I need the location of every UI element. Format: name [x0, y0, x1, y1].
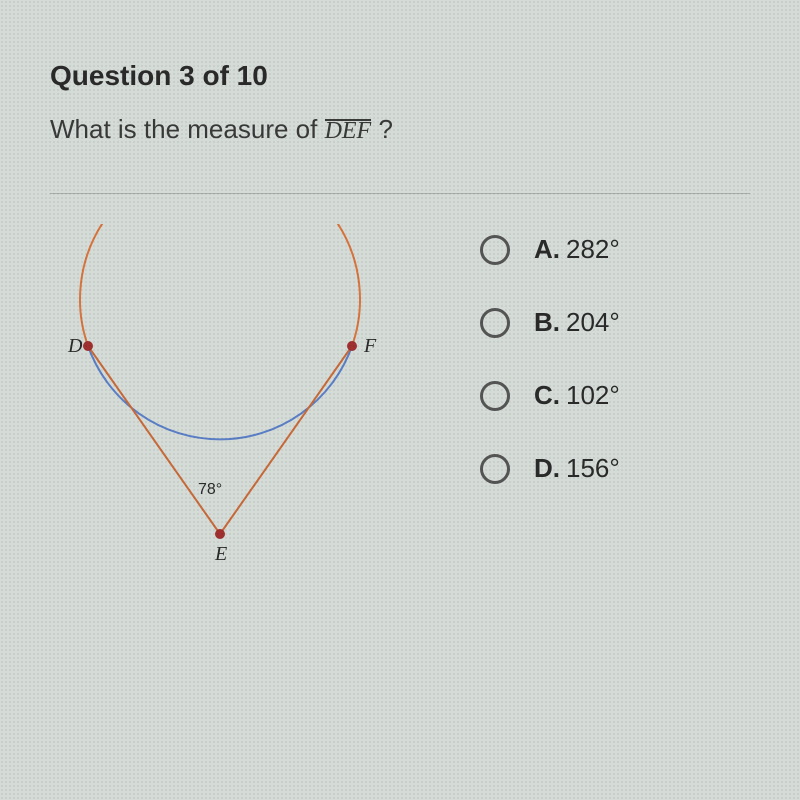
svg-text:D: D: [67, 335, 83, 357]
question-prompt: What is the measure of DEF ?: [50, 114, 750, 145]
option-a[interactable]: A. 282°: [480, 234, 620, 265]
option-d[interactable]: D. 156°: [480, 453, 620, 484]
option-letter: A.: [534, 234, 560, 265]
divider: [50, 193, 750, 194]
radio-b[interactable]: [480, 308, 510, 338]
option-value: 204°: [566, 307, 620, 338]
option-b[interactable]: B. 204°: [480, 307, 620, 338]
svg-text:78°: 78°: [198, 481, 222, 498]
question-number: Question 3 of 10: [50, 60, 750, 92]
svg-text:E: E: [214, 543, 227, 564]
prompt-prefix: What is the measure of: [50, 114, 325, 144]
option-letter: B.: [534, 307, 560, 338]
option-value: 156°: [566, 453, 620, 484]
radio-a[interactable]: [480, 235, 510, 265]
option-value: 282°: [566, 234, 620, 265]
radio-c[interactable]: [480, 381, 510, 411]
option-c[interactable]: C. 102°: [480, 380, 620, 411]
svg-text:F: F: [363, 335, 377, 357]
option-letter: D.: [534, 453, 560, 484]
radio-d[interactable]: [480, 454, 510, 484]
prompt-suffix: ?: [371, 114, 393, 144]
option-letter: C.: [534, 380, 560, 411]
option-value: 102°: [566, 380, 620, 411]
circle-diagram: D F E 78°: [50, 224, 390, 564]
arc-label: DEF: [325, 119, 372, 141]
answer-options: A. 282° B. 204° C. 102° D. 156°: [480, 234, 620, 526]
